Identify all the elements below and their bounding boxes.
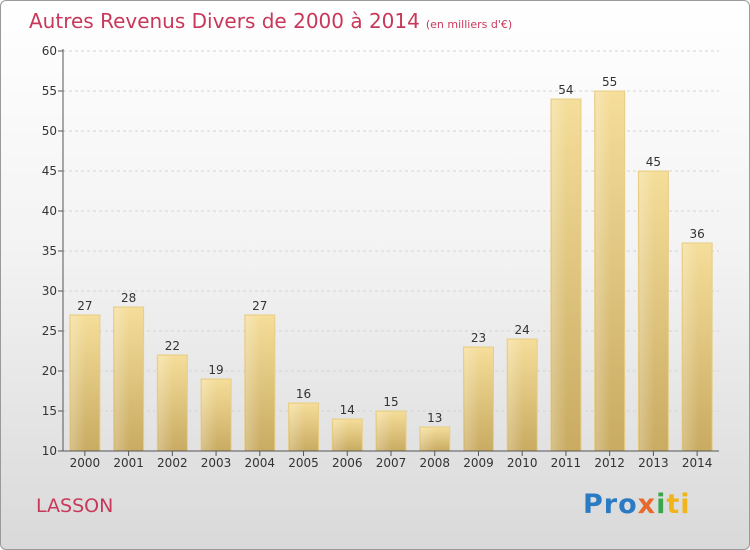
bars: 27 28 22 19 27 16 14 15 13 23 24 54 55 45 36	[69, 75, 713, 452]
x-tick-label: 2001	[113, 456, 144, 470]
data-label: 23	[471, 331, 486, 345]
data-label: 36	[689, 227, 704, 241]
commune-name: LASSON	[36, 495, 114, 517]
y-tick-label: 30	[42, 284, 57, 298]
x-tick-label: 2011	[551, 456, 582, 470]
x-tick-label: 2013	[638, 456, 669, 470]
x-tick-label: 2009	[463, 456, 494, 470]
bar-highlight	[464, 348, 480, 451]
bar-highlight	[70, 316, 86, 451]
data-label: 15	[383, 395, 398, 409]
bar-highlight	[420, 428, 436, 451]
brand-part: ti	[666, 489, 691, 520]
data-label: 27	[252, 299, 267, 313]
data-label: 27	[77, 299, 92, 313]
data-label: 24	[515, 323, 530, 337]
data-label: 22	[165, 339, 180, 353]
x-tick-label: 2014	[682, 456, 713, 470]
data-label: 55	[602, 75, 617, 89]
chart-subtitle: (en milliers d'€)	[425, 18, 513, 31]
y-tick-label: 10	[42, 444, 57, 458]
x-tick-label: 2012	[594, 456, 625, 470]
x-tick-label: 2008	[419, 456, 450, 470]
data-label: 19	[208, 363, 223, 377]
data-label: 16	[296, 387, 311, 401]
x-tick-label: 2007	[376, 456, 407, 470]
brand-part: Pro	[583, 489, 638, 520]
bar-highlight	[202, 380, 218, 451]
bar-highlight	[639, 172, 655, 451]
brand-part: x	[637, 489, 657, 520]
bar-highlight	[377, 412, 392, 451]
x-tick-label: 2005	[288, 456, 319, 470]
y-tick-label: 15	[42, 404, 57, 418]
x-tick-label: 2004	[245, 456, 276, 470]
bar-highlight	[508, 340, 524, 451]
bar-highlight	[114, 308, 130, 451]
data-label: 13	[427, 411, 442, 425]
y-tick-label: 20	[42, 364, 57, 378]
x-tick-label: 2000	[70, 456, 101, 470]
bar-highlight	[158, 356, 174, 451]
y-tick-label: 35	[42, 244, 57, 258]
y-tick-label: 40	[42, 204, 57, 218]
data-label: 14	[340, 403, 355, 417]
y-tick-label: 25	[42, 324, 57, 338]
bar-highlight	[289, 404, 305, 451]
bar-highlight	[551, 100, 567, 451]
x-tick-label: 2010	[507, 456, 538, 470]
x-tick-label: 2003	[201, 456, 232, 470]
data-label: 45	[646, 155, 661, 169]
bar-highlight	[595, 92, 611, 451]
brand-part: i	[656, 489, 667, 520]
y-tick-label: 60	[42, 44, 57, 58]
y-tick-label: 45	[42, 164, 57, 178]
axes: 10 15 20 25 30 35 40 45 50 55 60 2000 2001 2002 2003 20…	[42, 44, 719, 470]
chart-title: Autres Revenus Divers de 2000 à 2014 (en …	[29, 9, 512, 33]
chart-title-text: Autres Revenus Divers de 2000 à 2014	[29, 9, 420, 33]
y-tick-label: 50	[42, 124, 57, 138]
bar-highlight	[683, 244, 699, 451]
x-tick-label: 2006	[332, 456, 363, 470]
bar-highlight	[245, 316, 261, 451]
data-label: 54	[558, 83, 573, 97]
data-label: 28	[121, 291, 136, 305]
bar-highlight	[333, 420, 349, 451]
brand-logo: Proxiti	[583, 489, 691, 520]
y-tick-label: 55	[42, 84, 57, 98]
x-tick-label: 2002	[157, 456, 188, 470]
